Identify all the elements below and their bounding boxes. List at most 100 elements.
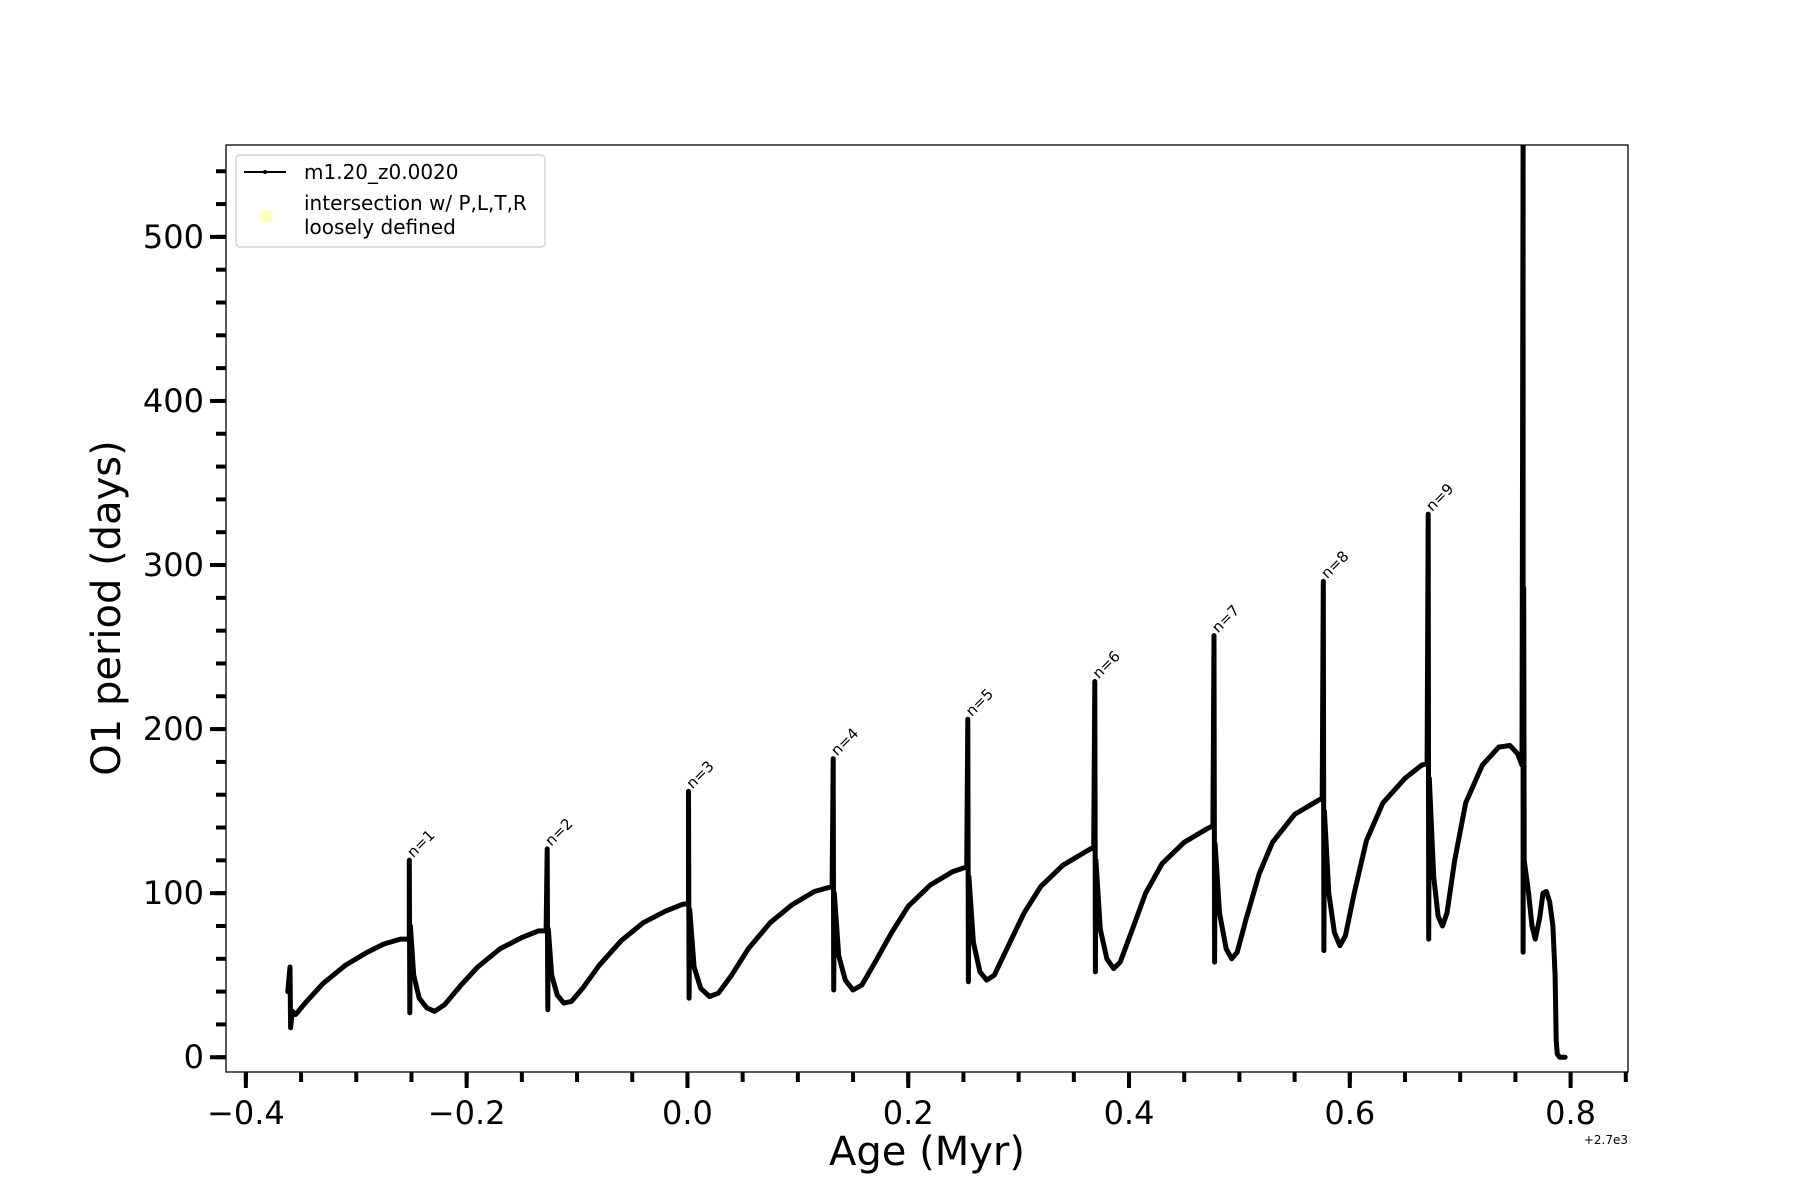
legend-frame [235, 154, 546, 248]
data-point [890, 931, 894, 935]
pulse-label: n=7 [1208, 601, 1243, 636]
data-point [1403, 776, 1407, 780]
data-point [1343, 934, 1347, 938]
x-tick-label: −0.2 [428, 1094, 506, 1132]
data-point [1453, 858, 1457, 862]
pulse-label: n=9 [1422, 480, 1457, 515]
data-point [985, 978, 989, 982]
data-point [1212, 634, 1216, 638]
data-point [1338, 944, 1342, 948]
data-point [1230, 957, 1234, 961]
legend: m1.20_z0.0020 intersection w/ P,L,T,R lo… [235, 154, 546, 248]
x-offset-text: +2.7e3 [1584, 1133, 1628, 1147]
data-point [1544, 890, 1548, 894]
data-point [1527, 891, 1531, 895]
data-point [1061, 863, 1065, 867]
data-point [1522, 137, 1525, 140]
data-point [680, 903, 684, 907]
data-point [790, 903, 794, 907]
data-point [1160, 862, 1164, 866]
data-point [1381, 801, 1385, 805]
data-point [1555, 1052, 1559, 1056]
data-point [1092, 845, 1096, 849]
data-point [1432, 875, 1436, 879]
data-point [1321, 579, 1325, 583]
data-point [1352, 891, 1356, 895]
data-point [408, 924, 412, 928]
data-point [716, 991, 720, 995]
data-point [1522, 586, 1526, 590]
data-point [1211, 824, 1215, 828]
legend-dot-marker [263, 170, 267, 174]
data-point [1129, 931, 1133, 935]
data-point [1426, 512, 1430, 516]
data-point [1098, 927, 1102, 931]
plot-frame [225, 144, 1629, 1073]
data-point [562, 1001, 566, 1005]
data-point [1551, 924, 1555, 928]
pulse-label: n=3 [683, 757, 718, 792]
pulse-label: n=8 [1317, 547, 1352, 582]
data-point [498, 947, 502, 951]
data-point [971, 940, 975, 944]
pulse-label: n=5 [962, 685, 997, 720]
data-point [837, 954, 841, 958]
data-point [663, 909, 667, 913]
data-point [950, 870, 954, 874]
data-point [619, 939, 623, 943]
x-tick-label: −0.4 [207, 1094, 285, 1132]
axis-ticks: −0.4 −0.2 0.0 0.2 0.4 0.6 0.8 0 100 200 300 400 500 [143, 169, 1628, 1132]
data-point [343, 963, 347, 967]
data-point [1508, 743, 1512, 747]
data-point [1364, 839, 1368, 843]
data-point [1522, 858, 1526, 862]
data-point [1006, 945, 1010, 949]
data-point [831, 757, 835, 761]
x-tick-label: 0.0 [662, 1094, 713, 1132]
x-tick-label: 0.2 [883, 1094, 934, 1132]
data-point [1445, 911, 1449, 915]
data-point [1105, 957, 1109, 961]
data-point [550, 973, 554, 977]
data-point [1213, 960, 1217, 964]
data-point [1420, 763, 1424, 767]
data-point [1112, 967, 1116, 971]
data-point [873, 960, 877, 964]
data-point [832, 988, 836, 992]
data-point [286, 990, 290, 994]
data-point [1332, 931, 1336, 935]
y-tick-label: 0 [184, 1038, 204, 1076]
data-point [1039, 885, 1043, 889]
data-point [407, 858, 411, 862]
data-point [928, 883, 932, 887]
data-point [860, 983, 864, 987]
data-point [1244, 917, 1248, 921]
data-point [1257, 871, 1261, 875]
data-point [417, 996, 421, 1000]
data-point [692, 965, 696, 969]
data-point [1204, 827, 1208, 831]
data-point [967, 875, 971, 879]
data-point [1144, 891, 1148, 895]
data-point [1093, 680, 1097, 684]
data-point [687, 901, 691, 905]
data-point [1533, 937, 1537, 941]
data-point [407, 937, 411, 941]
data-point [476, 965, 480, 969]
data-point [906, 904, 910, 908]
data-point [1538, 916, 1542, 920]
data-point [708, 995, 712, 999]
data-point [1464, 801, 1468, 805]
data-point [433, 1009, 437, 1013]
data-point [1436, 914, 1440, 918]
data-point [832, 891, 836, 895]
y-tick-label: 400 [143, 382, 204, 420]
data-point [321, 981, 325, 985]
data-point [1563, 1055, 1567, 1059]
data-point [812, 890, 816, 894]
data-point [382, 942, 386, 946]
data-point [1118, 960, 1122, 964]
legend-label-intersection-line1: intersection w/ P,L,T,R [304, 191, 527, 215]
data-point [289, 1026, 293, 1030]
